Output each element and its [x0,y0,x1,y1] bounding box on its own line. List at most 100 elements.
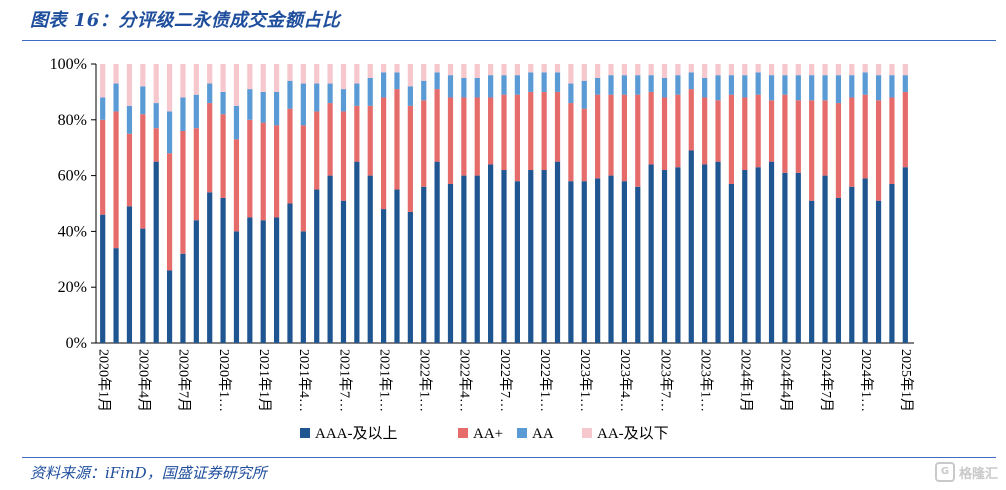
bar-segment [340,64,347,90]
bar-segment [354,161,360,343]
bar-segment [715,64,721,76]
bar-segment [702,64,708,78]
x-tick-label: 2025年1月 [898,349,914,412]
bar-segment [849,97,855,187]
bar-segment [220,91,226,115]
bar-segment [207,103,213,193]
bar-segment [902,75,908,92]
bar-segment [233,231,240,343]
bar-segment [675,94,681,168]
bar-segment [354,83,360,106]
bar-segment [875,64,882,76]
x-tick-label: 2021年4… [296,349,312,412]
bar-segment [514,94,520,182]
bar-segment [447,64,454,76]
bar-segment [488,164,494,343]
bar-segment [421,80,427,101]
bar-segment [621,181,627,343]
bar-segment [247,119,253,218]
bar-segment [421,186,427,343]
legend-swatch [582,428,592,438]
bar-segment [621,94,627,182]
x-tick-label: 2021年1月 [256,349,272,412]
bar-segment [126,64,133,106]
bar-segment [287,108,293,204]
bar-segment [581,108,587,182]
bar-segment [688,89,694,151]
legend-swatch [300,428,310,438]
bar-segment [889,75,895,98]
bar-segment [621,64,627,76]
bar-segment [166,153,173,271]
bar-segment [528,91,534,171]
bar-segment [367,77,373,106]
legend-swatch [458,428,468,438]
bar-segment [621,75,627,95]
watermark-logo-icon: G [934,462,955,482]
bar-segment [434,89,440,162]
bar-segment [875,200,882,343]
bar-segment [782,64,788,76]
bar-segment [782,75,788,95]
bar-segment [327,175,333,343]
bar-segment [541,72,547,92]
bar-segment [220,114,226,198]
bar-segment [581,181,587,343]
bar-segment [528,72,534,92]
bar-segment [447,97,454,184]
legend-label: AAA-及以上 [315,425,398,442]
bar-segment [822,100,828,176]
bar-segment [300,64,306,84]
bar-segment [273,125,280,218]
bar-segment [126,105,133,134]
bar-segment [367,175,373,343]
bar-segment [581,64,587,81]
bar-segment [273,91,280,126]
bar-segment [113,111,119,249]
bar-segment [207,192,213,343]
bar-segment [100,64,106,98]
bar-segment [140,228,146,343]
bar-segment [675,64,681,76]
bar-segment [260,220,266,343]
bar-segment [381,209,387,343]
footer-divider [22,457,996,458]
bar-segment [340,200,347,343]
bar-segment [635,75,641,95]
bar-segment [514,64,520,76]
bar-segment [835,103,842,198]
bar-segment [193,220,199,343]
bar-segment [100,214,106,343]
bar-segment [795,172,801,343]
bar-segment [661,77,668,98]
bar-segment [287,80,293,109]
x-tick-label: 2024年1月 [738,349,754,412]
x-tick-label: 2021年7… [336,349,352,412]
bar-segment [314,64,320,84]
bar-segment [514,181,520,343]
bar-segment [849,186,855,343]
bar-segment [809,200,815,343]
bar-segment [822,75,828,101]
bar-segment [314,83,320,112]
bar-segment [233,139,240,232]
bar-segment [728,75,735,95]
bar-segment [541,64,547,73]
bar-segment [287,203,293,343]
bar-segment [100,119,106,215]
bar-segment [247,217,253,343]
bar-segment [648,91,654,165]
bar-segment [768,64,775,76]
bar-segment [822,175,828,343]
bar-segment [608,64,614,76]
bar-segment [421,64,427,81]
bar-segment [875,100,882,201]
y-tick-label: 100% [50,56,87,73]
bar-segment [113,248,119,343]
bar-segment [768,161,775,343]
x-tick-label: 2023年1… [577,349,593,412]
bar-segment [461,97,467,176]
bar-segment [474,97,480,176]
bar-segment [247,89,253,120]
